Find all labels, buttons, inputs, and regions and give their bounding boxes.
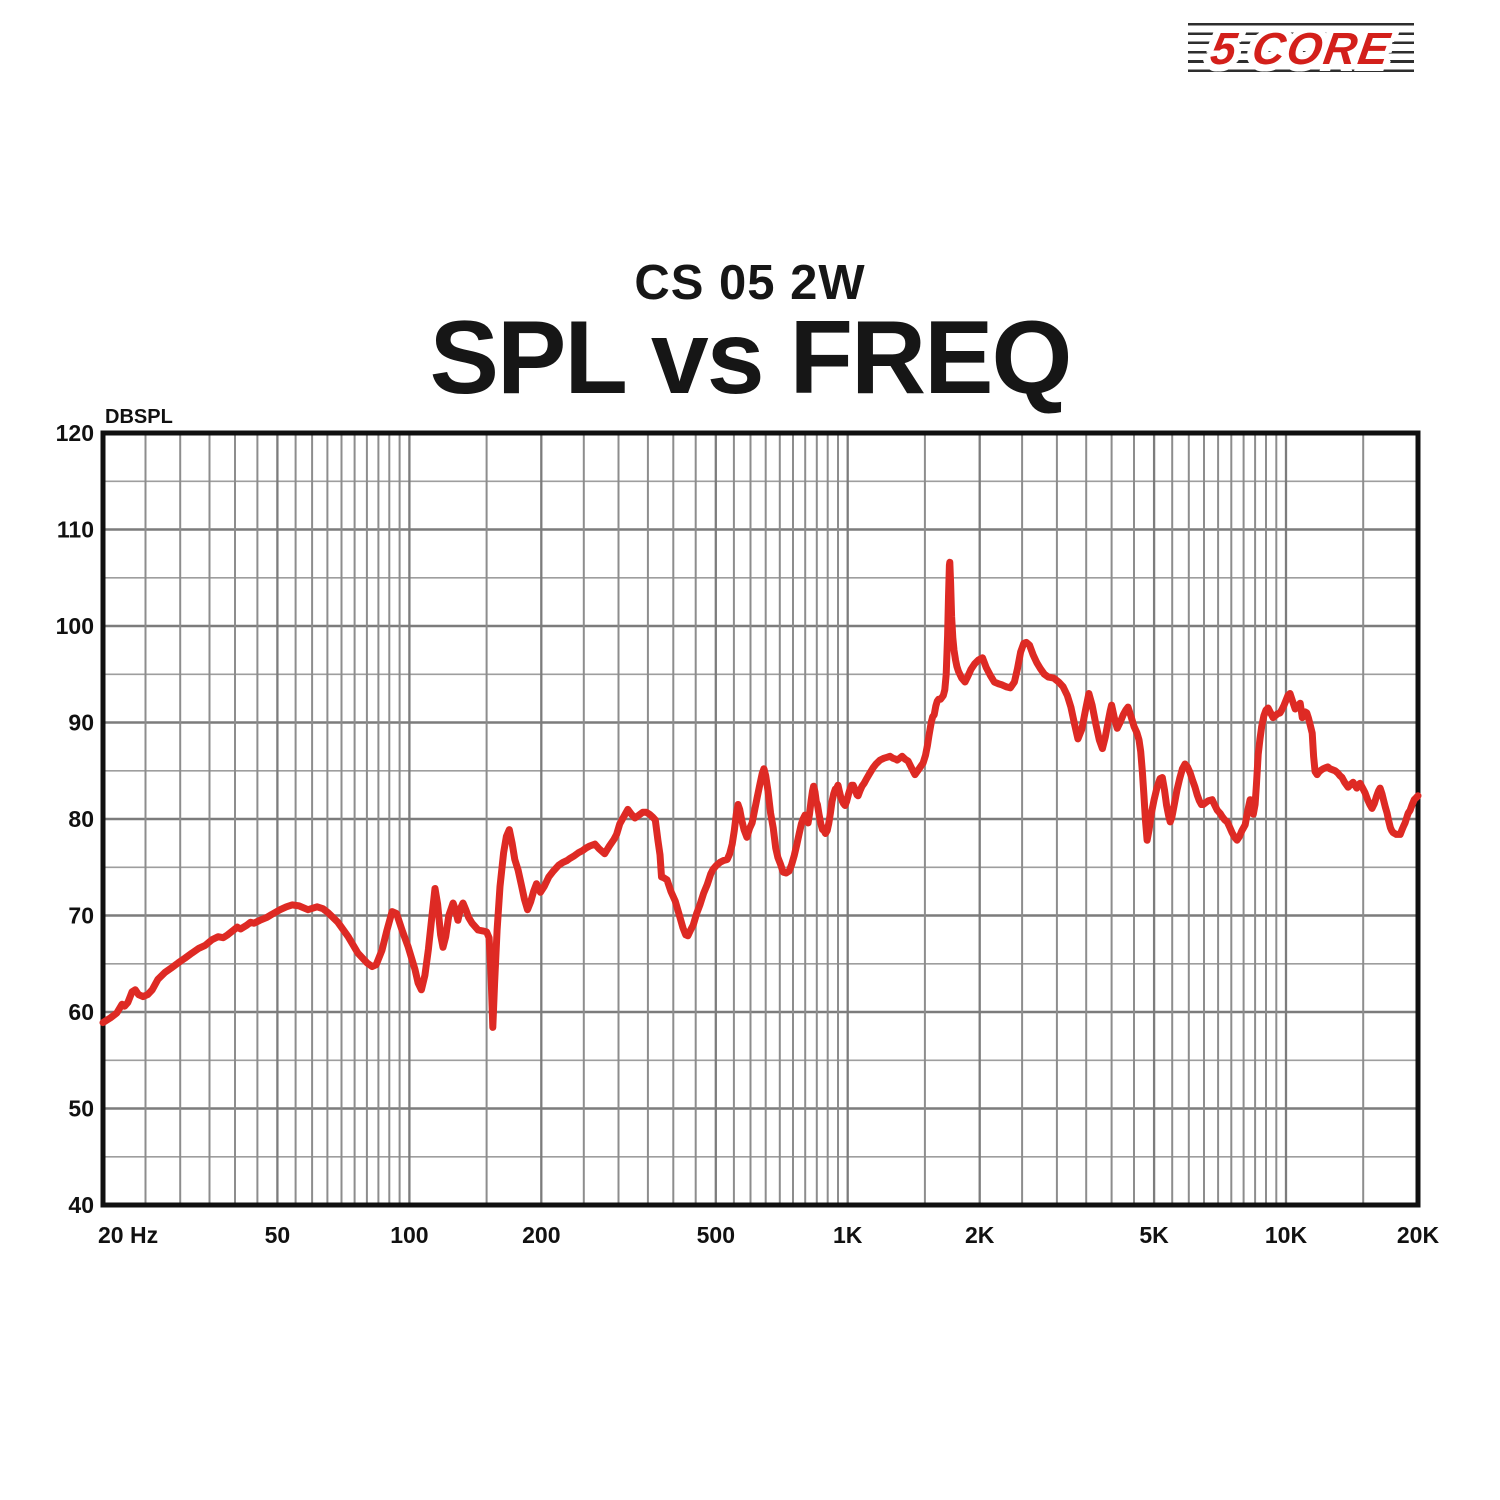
brand-logo: 5 CORE: [1188, 16, 1414, 86]
y-tick-label: 120: [56, 420, 94, 446]
plot-frame: [100, 430, 1421, 1208]
y-tick-label: 80: [68, 806, 94, 832]
logo-stripes-decoration: [1188, 23, 1414, 79]
y-tick-label: 60: [68, 999, 94, 1025]
y-tick-label: 110: [57, 517, 94, 543]
x-tick-label: 1K: [833, 1222, 863, 1248]
x-tick-label: 20 Hz: [98, 1222, 158, 1248]
model-subtitle: CS 05 2W: [634, 256, 866, 310]
y-axis-unit-label: DBSPL: [105, 406, 173, 428]
x-tick-label: 200: [522, 1222, 560, 1248]
spl-curve: [99, 558, 1422, 1031]
x-tick-label: 500: [697, 1222, 735, 1248]
y-tick-label: 90: [68, 710, 94, 736]
x-tick-label: 5K: [1139, 1222, 1169, 1248]
x-tick-label: 2K: [965, 1222, 995, 1248]
y-tick-label: 70: [68, 903, 94, 929]
x-tick-label: 20K: [1397, 1222, 1440, 1248]
y-tick-label: 100: [56, 613, 94, 639]
page-title: SPL vs FREQ: [429, 300, 1073, 416]
x-tick-label: 50: [265, 1222, 291, 1248]
y-tick-label: 50: [68, 1096, 94, 1122]
x-tick-label: 10K: [1265, 1222, 1308, 1248]
x-tick-label: 100: [390, 1222, 428, 1248]
y-tick-label: 40: [68, 1192, 94, 1218]
